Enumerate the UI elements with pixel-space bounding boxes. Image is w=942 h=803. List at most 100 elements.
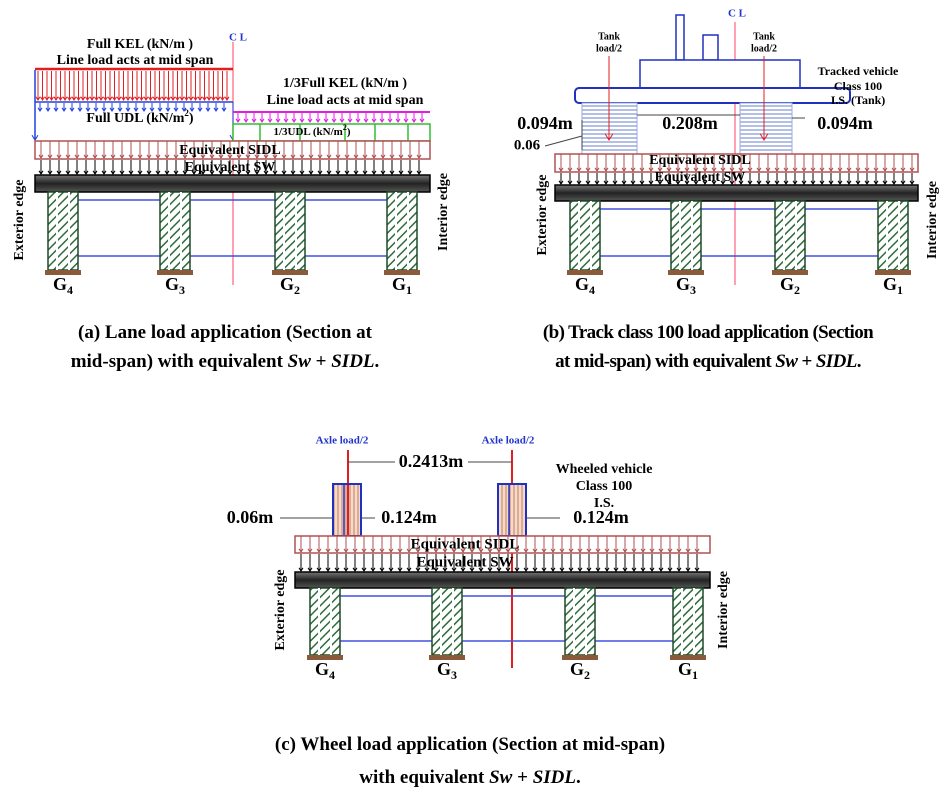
girder <box>775 201 805 270</box>
caption-line: (c) Wheel load application (Section at m… <box>200 728 740 761</box>
text-part: ) <box>189 111 194 126</box>
text-part: at mid-span) with equivalent <box>555 351 771 372</box>
edge-label: Exterior edge <box>273 570 288 651</box>
load-label: Full UDL (kN/m2) <box>86 108 194 126</box>
dimension-label: 0.2413m <box>399 451 464 471</box>
caption-line: (a) Lane load application (Section at <box>0 318 450 347</box>
girder <box>673 588 703 655</box>
caption-line: with equivalent Sw + SIDL. <box>200 761 740 794</box>
girder-label: G4 <box>575 274 595 297</box>
load-label: 1/3Full KEL (kN/m ) <box>283 76 407 91</box>
girder <box>565 588 595 655</box>
text-part: G <box>392 274 406 294</box>
tank-part <box>640 60 800 88</box>
text-part: G <box>883 274 897 294</box>
subscript: 3 <box>690 283 696 297</box>
vehicle-label: I.S. (Tank) <box>831 93 886 107</box>
dimension-label: 0.06m <box>227 507 274 527</box>
italic-part: Sw <box>775 351 797 372</box>
caption-line: mid-span) with equivalent Sw + SIDL. <box>0 347 450 376</box>
sidl-label: Equivalent SIDL <box>179 143 281 158</box>
italic-part: SIDL <box>816 351 857 372</box>
caption: (a) Lane load application (Section at mi… <box>0 318 450 376</box>
girder-label: G2 <box>780 274 800 297</box>
text-part: G <box>676 274 690 294</box>
edge-label: Interior edge <box>436 173 451 251</box>
tank-part <box>676 15 684 60</box>
girder <box>432 588 462 655</box>
text-part: G <box>437 659 451 679</box>
dimension-label: 0.094m <box>517 113 573 133</box>
load-label: Axle load/2 <box>316 435 369 447</box>
center-line-label: C L <box>229 32 247 44</box>
wheel <box>498 484 526 536</box>
text-part: G <box>315 659 329 679</box>
text-part: 1/3UDL (kN/m <box>273 126 342 138</box>
edge-label: Exterior edge <box>12 180 27 261</box>
subscript: 1 <box>406 283 412 297</box>
subscript: 1 <box>692 668 698 682</box>
text-part: + <box>801 351 811 372</box>
dimension-label: 0.208m <box>662 113 718 133</box>
girder-label: G1 <box>678 659 698 682</box>
sw-label: Equivalent SW <box>655 170 746 185</box>
girder-label: G3 <box>676 274 696 297</box>
subscript: 4 <box>589 283 595 297</box>
load-note: Line load acts at mid span <box>267 93 424 108</box>
load-label: Full KEL (kN/m ) <box>87 37 194 52</box>
girder-label: G4 <box>315 659 335 682</box>
vehicle-label: Tracked vehicle <box>818 64 899 78</box>
load-label: Tank <box>753 31 775 42</box>
text-part: G <box>780 274 794 294</box>
girder <box>878 201 908 270</box>
subscript: 1 <box>897 283 903 297</box>
tank-part <box>703 35 718 60</box>
load-note: Line load acts at mid span <box>57 53 214 68</box>
text-part: G <box>280 274 294 294</box>
text-part: G <box>570 659 584 679</box>
girder <box>160 192 190 270</box>
load-label: load/2 <box>751 43 777 54</box>
dimension-label: 0.094m <box>817 113 873 133</box>
sidl-label: Equivalent SIDL <box>649 153 751 168</box>
load-label: Axle load/2 <box>482 435 535 447</box>
text-part: G <box>575 274 589 294</box>
subscript: 4 <box>67 283 73 297</box>
italic-part: SIDL <box>331 351 374 372</box>
edge-label: Interior edge <box>716 571 731 649</box>
deck-slab <box>295 572 710 588</box>
text-part: G <box>165 274 179 294</box>
text-part: + <box>316 351 327 372</box>
caption-line: at mid-span) with equivalent Sw + SIDL. <box>474 347 942 376</box>
center-line-label: C L <box>728 8 746 20</box>
sidl-label: Equivalent SIDL <box>411 536 520 552</box>
text-part: . <box>375 351 380 372</box>
edge-label: Exterior edge <box>535 175 550 256</box>
text-part: . <box>857 351 861 372</box>
dimension-label: 0.124m <box>381 507 437 527</box>
text-part: with equivalent <box>359 767 484 788</box>
dimension-label: 0.06 <box>514 137 541 153</box>
vehicle-label: Class 100 <box>834 79 882 93</box>
text-part: G <box>53 274 67 294</box>
girder <box>671 201 701 270</box>
italic-part: SIDL <box>533 767 576 788</box>
subscript: 2 <box>794 283 800 297</box>
dimension-line <box>545 136 582 146</box>
girder <box>48 192 78 270</box>
caption-line: (b) Track class 100 load application (Se… <box>474 318 942 347</box>
deck-slab <box>35 175 430 192</box>
text-part: mid-span) with equivalent <box>71 351 283 372</box>
italic-part: Sw <box>288 351 311 372</box>
edge-label: Interior edge <box>925 181 940 259</box>
girder-label: G1 <box>883 274 903 297</box>
caption: (c) Wheel load application (Section at m… <box>200 728 740 794</box>
text-part: + <box>517 767 528 788</box>
sw-label: Equivalent SW <box>185 160 276 175</box>
girder-label: G3 <box>437 659 457 682</box>
load-label: 1/3UDL (kN/m2) <box>273 123 350 138</box>
subscript: 3 <box>451 668 457 682</box>
girder <box>570 201 600 270</box>
girder <box>275 192 305 270</box>
subscript: 3 <box>179 283 185 297</box>
